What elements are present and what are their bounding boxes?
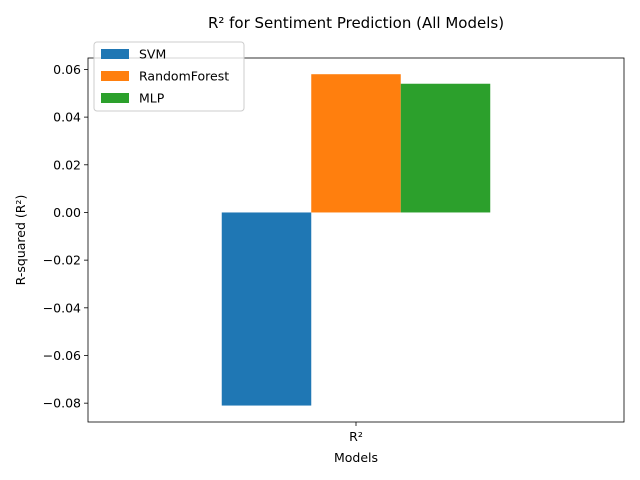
legend-label-randomforest: RandomForest — [139, 69, 229, 84]
legend-label-mlp: MLP — [139, 91, 165, 106]
y-tick-label: 0.00 — [53, 205, 81, 220]
y-axis: −0.08 −0.06 −0.04 −0.02 0.00 0.02 0.04 0.06 — [43, 62, 88, 411]
y-tick-label: −0.08 — [43, 396, 81, 411]
legend-swatch-randomforest — [101, 71, 129, 81]
legend-swatch-svm — [101, 49, 129, 59]
legend-box — [93, 41, 245, 112]
x-axis: R² — [349, 422, 363, 444]
y-axis-label: R-squared (R²) — [13, 195, 28, 286]
y-tick-label: 0.06 — [53, 62, 81, 77]
legend: SVM RandomForest MLP — [93, 41, 245, 112]
chart-title: R² for Sentiment Prediction (All Models) — [208, 14, 504, 32]
y-tick-label: 0.04 — [53, 110, 81, 125]
x-tick-label: R² — [349, 429, 363, 444]
bar-randomforest — [311, 74, 401, 213]
bars-group — [221, 74, 491, 406]
bar-mlp — [400, 83, 491, 213]
y-tick-label: −0.02 — [43, 253, 81, 268]
x-axis-label: Models — [334, 450, 378, 465]
legend-label-svm: SVM — [139, 47, 166, 62]
bar-svm — [221, 212, 312, 406]
y-tick-label: −0.04 — [43, 300, 81, 315]
y-tick-label: −0.06 — [43, 348, 81, 363]
legend-swatch-mlp — [101, 93, 129, 103]
y-tick-label: 0.02 — [53, 157, 81, 172]
